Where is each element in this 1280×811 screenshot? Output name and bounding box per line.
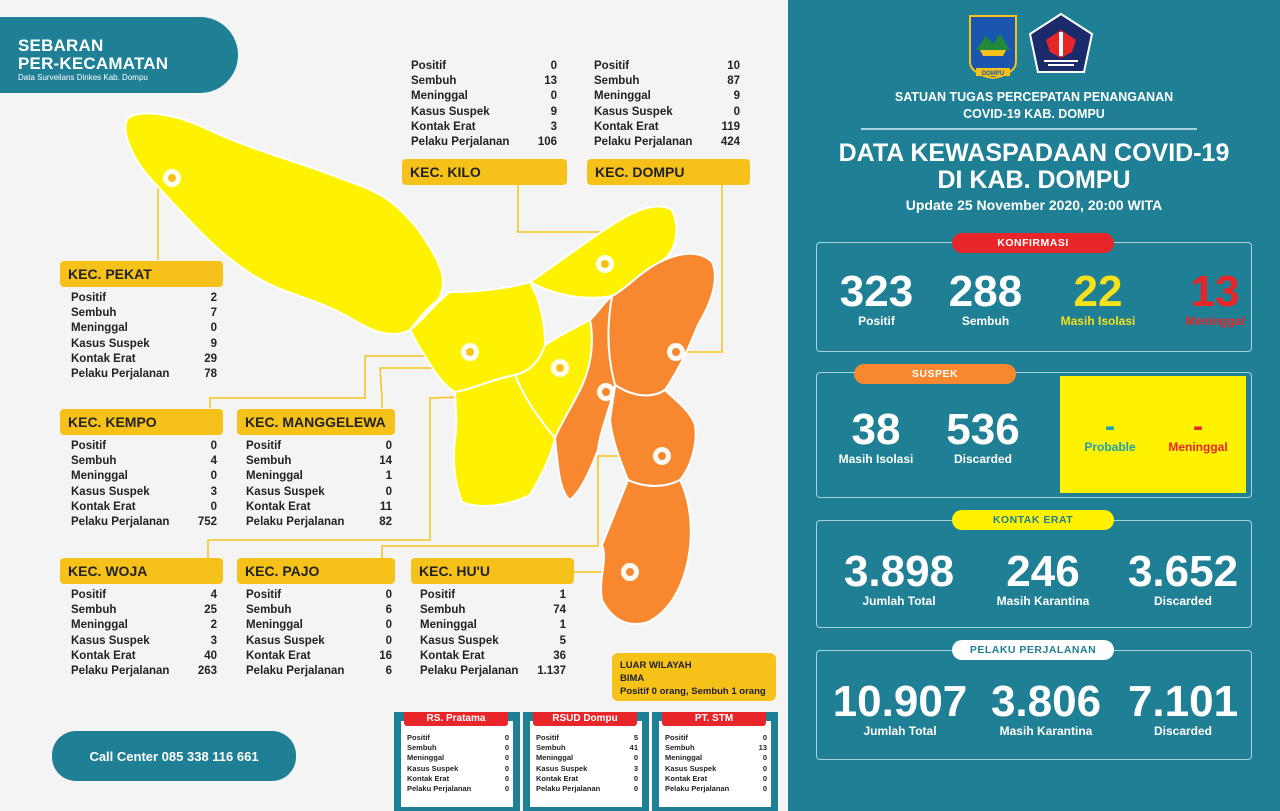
konfirmasi-header: KONFIRMASI: [952, 233, 1114, 253]
pelaku-perjalanan-jumlah-total: 10.907 Jumlah Total: [832, 677, 968, 739]
label-kec-manggelewa: KEC. MANGGELEWA: [237, 409, 395, 435]
label-kec-pajo: KEC. PAJO: [237, 558, 395, 584]
map-region-woja: [452, 373, 557, 507]
stats-huu: Positif 1 Sembuh 74 Meninggal 1 Kasus Suspe…: [420, 589, 566, 678]
pin-icon: [653, 447, 671, 465]
call-center-pill[interactable]: Call Center 085 338 116 661: [52, 731, 296, 781]
suspek-meninggal: - Meninggal: [1168, 410, 1228, 455]
kontak-erat-jumlah-total: 3.898 Jumlah Total: [843, 547, 955, 609]
pin-icon: [597, 383, 615, 401]
dompu-logo-text: DOMPU: [982, 71, 1004, 77]
konfirmasi-meninggal: 13 Meninggal: [1185, 267, 1245, 329]
suspek-masih-isolasi: 38 Masih Isolasi: [838, 405, 914, 467]
page-subtitle: Data Surveilans Dinkes Kab. Dompu: [18, 73, 148, 82]
pin-icon: [163, 169, 181, 187]
facility-header: RS. Pratama: [404, 712, 508, 726]
covid-task-force-logo-icon: [1028, 12, 1094, 73]
pelaku-perjalanan-header: PELAKU PERJALANAN: [952, 640, 1114, 660]
stats-pekat: Positif 2 Sembuh 7 Meninggal 0 Kasus Suspek…: [71, 292, 217, 381]
pin-icon: [596, 255, 614, 273]
page-title: SEBARAN PER-KECAMATAN: [18, 37, 168, 73]
label-kec-dompu: KEC. DOMPU: [587, 159, 750, 185]
stats-kempo: Positif 0 Sembuh 4 Meninggal 0 Kasus Suspek…: [71, 440, 217, 529]
dompu-logo-icon: DOMPU: [969, 15, 1017, 80]
facility-header: RSUD Dompu: [533, 712, 637, 726]
stats-woja: Positif 4 Sembuh 25 Meninggal 2 Kasus Suspe…: [71, 589, 217, 678]
konfirmasi-masih-isolasi: 22 Masih Isolasi: [1060, 267, 1136, 329]
map-region-huu: [600, 478, 692, 625]
task-force-title: SATUAN TUGAS PERCEPATAN PENANGANAN COVID…: [894, 90, 1174, 121]
stats-manggelewa: Positif 0 Sembuh 14 Meninggal 1 Kasus Suspe…: [246, 440, 392, 529]
luar-wilayah-detail: Positif 0 orang, Sembuh 1 orang: [620, 686, 766, 697]
district-map: [124, 112, 723, 625]
stats-kilo: Positif 0 Sembuh 13 Meninggal 0 Kasus Suspe…: [411, 60, 557, 149]
main-title: DATA KEWASPADAAN COVID-19 DI KAB. DOMPU: [838, 139, 1230, 194]
facility-pt-stm: Positif 0 Sembuh 13 Meninggal 0 Kasus Suspe…: [652, 712, 778, 811]
title-line1: SEBARAN: [18, 36, 104, 55]
suspek-card: [816, 372, 1252, 498]
label-kec-woja: KEC. WOJA: [60, 558, 223, 584]
facility-rsud-dompu: Positif 5 Sembuh 41 Meninggal 0 Kasus Suspe…: [523, 712, 649, 811]
pelaku-perjalanan-discarded: 7.101 Discarded: [1127, 677, 1239, 739]
right-panel: DOMPU SATUAN TUGAS PERCEPATAN PENANGANAN…: [788, 0, 1280, 811]
map-pins: [163, 169, 685, 581]
suspek-probable: - Probable: [1084, 410, 1136, 455]
konfirmasi-sembuh: 288 Sembuh: [948, 267, 1023, 329]
luar-wilayah-box: LUAR WILAYAH BIMA Positif 0 orang, Sembu…: [612, 653, 776, 701]
label-kec-kempo: KEC. KEMPO: [60, 409, 223, 435]
luar-wilayah-region: BIMA: [620, 673, 645, 684]
update-text: Update 25 November 2020, 20:00 WITA: [905, 197, 1163, 213]
stats-pajo: Positif 0 Sembuh 6 Meninggal 0 Kasus Suspek…: [246, 589, 392, 678]
pin-icon: [461, 343, 479, 361]
left-panel: SEBARAN PER-KECAMATAN Data Surveilans Di…: [0, 17, 778, 811]
pin-icon: [621, 563, 639, 581]
suspek-probable-box: - Probable - Meninggal: [1060, 376, 1246, 493]
map-region-pajo: [608, 383, 697, 487]
label-kec-huu: KEC. HU'U: [411, 558, 574, 584]
facility-header: PT. STM: [662, 712, 766, 726]
facility-rs-pratama: Positif 0 Sembuh 0 Meninggal 0 Kasus Suspek…: [394, 712, 520, 811]
kontak-erat-masih-karantina: 246 Masih Karantina: [996, 547, 1090, 609]
label-kec-pekat: KEC. PEKAT: [60, 261, 223, 287]
map-region-orange-west: [553, 293, 617, 502]
pin-icon: [667, 343, 685, 361]
konfirmasi-positif: 323 Positif: [839, 267, 914, 329]
pin-icon: [551, 359, 569, 377]
pelaku-perjalanan-masih-karantina: 3.806 Masih Karantina: [990, 677, 1102, 739]
luar-wilayah-title: LUAR WILAYAH: [620, 660, 692, 671]
suspek-discarded: 536 Discarded: [946, 405, 1020, 467]
kontak-erat-discarded: 3.652 Discarded: [1127, 547, 1239, 609]
title-line2: PER-KECAMATAN: [18, 54, 169, 73]
divider: [861, 128, 1197, 130]
stats-dompu: Positif 10 Sembuh 87 Meninggal 9 Kasus Susp…: [594, 60, 740, 149]
label-kec-kilo: KEC. KILO: [402, 159, 567, 185]
kontak-erat-header: KONTAK ERAT: [952, 510, 1114, 530]
title-pill: SEBARAN PER-KECAMATAN Data Surveilans Di…: [0, 17, 238, 93]
suspek-header: SUSPEK: [854, 364, 1016, 384]
